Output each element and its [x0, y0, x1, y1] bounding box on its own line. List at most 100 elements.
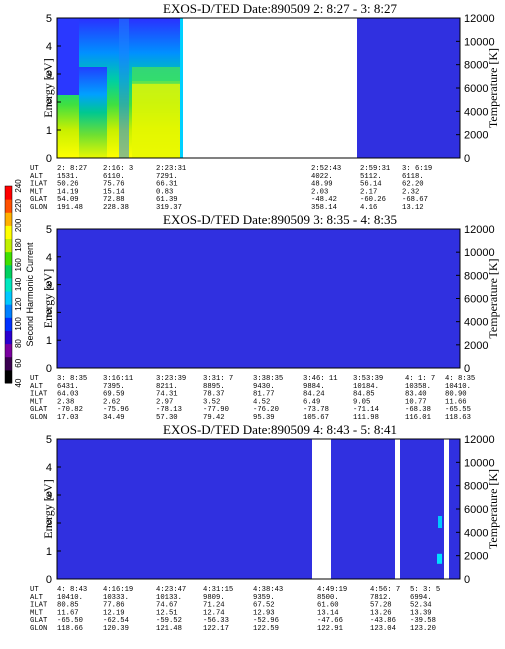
ephemeris-value: 0.83	[156, 188, 173, 196]
ephemeris-value: -70.82	[57, 406, 83, 414]
y2-tick-label: 8000	[464, 60, 488, 72]
colorbar-label: Second Harmonic Current	[25, 242, 35, 347]
panel-3: EXOS-D/TED Date:890509 4: 8:43 - 5: 8:41…	[30, 422, 500, 633]
panel-2: EXOS-D/TED Date:890509 3: 8:35 - 4: 8:35…	[30, 212, 500, 422]
ephemeris-row-label: GLON	[30, 625, 47, 633]
ephemeris-value: 9359.	[253, 594, 275, 602]
ephemeris-row-label: UT	[30, 586, 39, 594]
ephemeris-value: -52.96	[253, 617, 279, 625]
ephemeris-row-label: GLAT	[30, 406, 48, 414]
ephemeris-value: 17.03	[57, 414, 79, 422]
y-tick-label: 5	[46, 13, 52, 25]
ephemeris-row-label: GLON	[30, 414, 47, 422]
colorbar-frame	[4, 185, 13, 384]
spectrogram-region	[437, 553, 442, 564]
y-tick-label: 2	[46, 518, 52, 530]
y-tick-label: 0	[46, 363, 52, 375]
spectrogram-region	[57, 18, 79, 95]
ephemeris-value: 12.74	[203, 609, 225, 617]
colorbar-segment	[5, 264, 12, 279]
ephemeris-value: 4.16	[360, 204, 377, 212]
y-tick-label: 5	[46, 224, 52, 236]
ephemeris-value: 120.39	[103, 625, 129, 633]
ephemeris-value: 3: 8:35	[57, 375, 87, 383]
ephemeris-value: -60.26	[360, 196, 386, 204]
colorbar-tick-label: 60	[14, 358, 23, 367]
spectrogram-region	[180, 18, 183, 158]
ephemeris-value: 84.24	[303, 391, 325, 399]
ephemeris-value: 118.66	[57, 625, 83, 633]
spectrogram-region	[119, 18, 129, 158]
ephemeris-value: 10184.	[353, 383, 379, 391]
ephemeris-value: 2: 8:27	[57, 165, 87, 173]
ephemeris-value: 9809.	[203, 594, 225, 602]
ephemeris-row-label: MLT	[30, 398, 44, 406]
ephemeris-value: 50.26	[57, 181, 79, 189]
y2-tick-label: 12000	[464, 13, 495, 25]
colorbar-segment	[5, 304, 12, 318]
ephemeris-value: 6110.	[103, 173, 125, 181]
ephemeris-row-label: ALT	[30, 383, 44, 391]
ephemeris-value: 13.39	[410, 609, 432, 617]
ephemeris-value: 9884.	[303, 383, 325, 391]
ephemeris-value: 6118.	[402, 173, 424, 181]
ephemeris-value: 10333.	[103, 594, 129, 602]
ephemeris-value: 121.48	[156, 625, 182, 633]
ephemeris-value: 4: 8:43	[57, 586, 87, 594]
ephemeris-row-label: ALT	[30, 594, 44, 602]
spectrogram-region	[79, 67, 107, 158]
ephemeris-value: -65.55	[445, 406, 471, 414]
ephemeris-value: 3:53:39	[353, 375, 383, 383]
y2-tick-label: 2000	[464, 130, 488, 142]
y2-tick-label: 0	[464, 153, 470, 165]
colorbar-segment	[5, 225, 12, 240]
ephemeris-value: 66.31	[156, 181, 178, 189]
ephemeris-value: -48.42	[311, 196, 337, 204]
ephemeris-value: 7812.	[370, 594, 392, 602]
ephemeris-row-label: MLT	[30, 188, 44, 196]
ephemeris-value: 77.86	[103, 602, 125, 610]
ephemeris-value: 56.14	[360, 181, 382, 189]
ephemeris-value: 84.85	[353, 391, 375, 399]
ephemeris-value: 122.17	[203, 625, 229, 633]
y2-tick-label: 8000	[464, 481, 488, 493]
ephemeris-value: 116.01	[405, 414, 431, 422]
ephemeris-value: 4:31:15	[203, 586, 233, 594]
y-tick-label: 1	[46, 546, 52, 558]
ephemeris-value: 4:23:47	[156, 586, 186, 594]
y2-tick-label: 12000	[464, 224, 495, 236]
y-axis-label: Energy [eV]	[41, 58, 55, 117]
ephemeris-row-label: UT	[30, 165, 39, 173]
panel-title: EXOS-D/TED Date:890509 4: 8:43 - 5: 8:41	[163, 422, 397, 437]
ephemeris-row-label: UT	[30, 375, 39, 383]
y-tick-label: 3	[46, 69, 52, 81]
ephemeris-value: 10410.	[445, 383, 471, 391]
ephemeris-value: 34.49	[103, 414, 125, 422]
ephemeris-value: -39.58	[410, 617, 436, 625]
colorbar-segment	[5, 212, 12, 226]
ephemeris-value: 2.03	[311, 188, 328, 196]
colorbar-segment	[5, 356, 12, 371]
ephemeris-value: 3:38:35	[253, 375, 283, 383]
spectrogram-region	[438, 516, 442, 528]
colorbar-segment	[5, 317, 12, 331]
ephemeris-value: 7395.	[103, 383, 125, 391]
ephemeris-value: 2.38	[57, 398, 74, 406]
y-tick-label: 4	[46, 252, 52, 264]
ephemeris-value: 2.17	[360, 188, 377, 196]
ephemeris-value: 5112.	[360, 173, 382, 181]
y2-tick-label: 4000	[464, 527, 488, 539]
ephemeris-value: 74.31	[156, 391, 178, 399]
ephemeris-value: 13.26	[370, 609, 392, 617]
ephemeris-value: 10358.	[405, 383, 431, 391]
ephemeris-value: -78.13	[156, 406, 182, 414]
colorbar-tick-label: 40	[14, 378, 23, 387]
y-tick-label: 3	[46, 280, 52, 292]
ephemeris-value: 2:23:31	[156, 165, 186, 173]
spectrogram-region	[331, 439, 395, 579]
ephemeris-value: 52.34	[410, 602, 432, 610]
ephemeris-value: 6431.	[57, 383, 79, 391]
ephemeris-value: 72.88	[103, 196, 125, 204]
ephemeris-row-label: GLAT	[30, 196, 48, 204]
ephemeris-value: 12.51	[156, 609, 178, 617]
